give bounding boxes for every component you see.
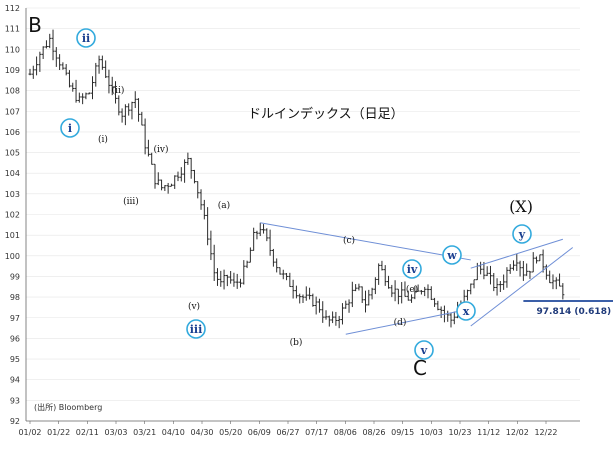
x-tick-label: 01/22 bbox=[47, 428, 70, 437]
wave-label-circle bbox=[186, 319, 206, 339]
y-tick-label: 107 bbox=[5, 107, 20, 116]
wave-label-circle bbox=[414, 340, 434, 360]
chart-title: ドルインデックス（日足） bbox=[248, 106, 404, 122]
y-tick-label: 102 bbox=[5, 211, 20, 220]
wave-label-X: (X) bbox=[509, 197, 533, 216]
wave-label-w: w bbox=[446, 249, 457, 262]
y-tick-label: 93 bbox=[10, 396, 20, 405]
trendline bbox=[260, 222, 471, 261]
y-tick-label: 92 bbox=[10, 417, 20, 426]
wave-label-circle bbox=[60, 118, 80, 138]
x-tick-label: 07/17 bbox=[305, 428, 328, 437]
y-tick-label: 94 bbox=[10, 376, 20, 385]
wave-label-iv: (iv) bbox=[154, 144, 169, 155]
x-tick-label: 12/22 bbox=[534, 428, 557, 437]
x-tick-label: 06/27 bbox=[276, 428, 299, 437]
x-tick-label: 02/11 bbox=[76, 428, 99, 437]
wave-label-circle bbox=[402, 259, 422, 279]
wave-label-iv: iv bbox=[407, 263, 418, 276]
wave-label-d: (d) bbox=[394, 317, 407, 328]
wave-label-iii: (iii) bbox=[123, 196, 139, 207]
x-tick-label: 01/02 bbox=[18, 428, 41, 437]
source-note: (出所) Bloomberg bbox=[34, 402, 102, 412]
y-tick-label: 104 bbox=[5, 169, 20, 178]
x-tick-label: 10/03 bbox=[420, 428, 443, 437]
y-tick-label: 111 bbox=[5, 25, 20, 34]
x-tick-label: 04/10 bbox=[162, 428, 185, 437]
wave-label-circle bbox=[512, 224, 532, 244]
x-tick-label: 05/20 bbox=[219, 428, 242, 437]
wave-label-circle bbox=[442, 245, 462, 265]
x-axis-ticks: 01/02 01/22 02/11 03/03 03/21 04/10 04/30 05/20… bbox=[18, 421, 558, 437]
y-axis-ticks: 92 93 94 95 96 97 98 99 100 101 102 103 104 105 106 107… bbox=[5, 4, 20, 426]
wave-label-c: (c) bbox=[343, 235, 355, 246]
x-tick-label: 03/03 bbox=[104, 428, 127, 437]
wave-label-e: (e) bbox=[406, 284, 418, 295]
y-tick-label: 103 bbox=[5, 190, 20, 199]
wave-label-circle bbox=[456, 301, 476, 321]
y-gridlines bbox=[26, 7, 580, 422]
x-tick-label: 08/06 bbox=[334, 428, 357, 437]
fib-line-group: 97.814 (0.618) bbox=[523, 299, 613, 317]
y-tick-label: 108 bbox=[5, 87, 20, 96]
x-tick-label: 03/21 bbox=[133, 428, 156, 437]
wave-labels: Biii(ii)(i)(iv)(iii)(v)iii(a)(b)(c)(d)(e… bbox=[28, 13, 533, 380]
y-tick-label: 101 bbox=[5, 231, 20, 240]
y-tick-label: 96 bbox=[10, 334, 20, 343]
y-tick-label: 110 bbox=[5, 45, 20, 54]
wave-label-circle bbox=[76, 28, 96, 48]
y-tick-label: 100 bbox=[5, 252, 20, 261]
wave-label-b: (b) bbox=[290, 337, 303, 348]
wave-label-C: C bbox=[413, 356, 427, 380]
trendline bbox=[345, 309, 468, 335]
wave-label-iii: iii bbox=[190, 323, 203, 336]
x-tick-label: 06/09 bbox=[248, 428, 271, 437]
fib-label: 97.814 (0.618) bbox=[537, 307, 612, 317]
wave-label-B: B bbox=[28, 13, 42, 37]
wave-label-a: (a) bbox=[218, 200, 230, 211]
y-tick-label: 95 bbox=[10, 355, 20, 364]
x-tick-label: 11/12 bbox=[477, 428, 500, 437]
trendline bbox=[470, 238, 563, 269]
x-tick-label: 09/15 bbox=[391, 428, 414, 437]
y-tick-label: 112 bbox=[5, 4, 20, 13]
x-tick-label: 10/23 bbox=[448, 428, 471, 437]
price-bars bbox=[28, 29, 565, 329]
y-tick-label: 109 bbox=[5, 66, 20, 75]
wave-label-ii: (ii) bbox=[112, 85, 125, 96]
y-tick-label: 106 bbox=[5, 128, 20, 137]
y-tick-label: 105 bbox=[5, 149, 20, 158]
x-tick-label: 04/30 bbox=[190, 428, 213, 437]
trendline bbox=[470, 247, 574, 327]
wave-label-i: i bbox=[68, 122, 72, 135]
wave-label-v: (v) bbox=[188, 301, 200, 312]
wave-label-v: v bbox=[420, 344, 428, 357]
y-tick-label: 98 bbox=[10, 293, 20, 302]
trendlines bbox=[260, 222, 574, 335]
wave-label-ii: ii bbox=[82, 32, 90, 45]
wave-label-x: x bbox=[463, 305, 470, 318]
wave-label-i: (i) bbox=[98, 134, 108, 145]
x-tick-label: 08/26 bbox=[362, 428, 385, 437]
y-tick-label: 99 bbox=[10, 272, 20, 281]
wave-label-y: y bbox=[518, 228, 526, 241]
x-tick-label: 12/02 bbox=[506, 428, 529, 437]
y-tick-label: 97 bbox=[10, 314, 20, 323]
